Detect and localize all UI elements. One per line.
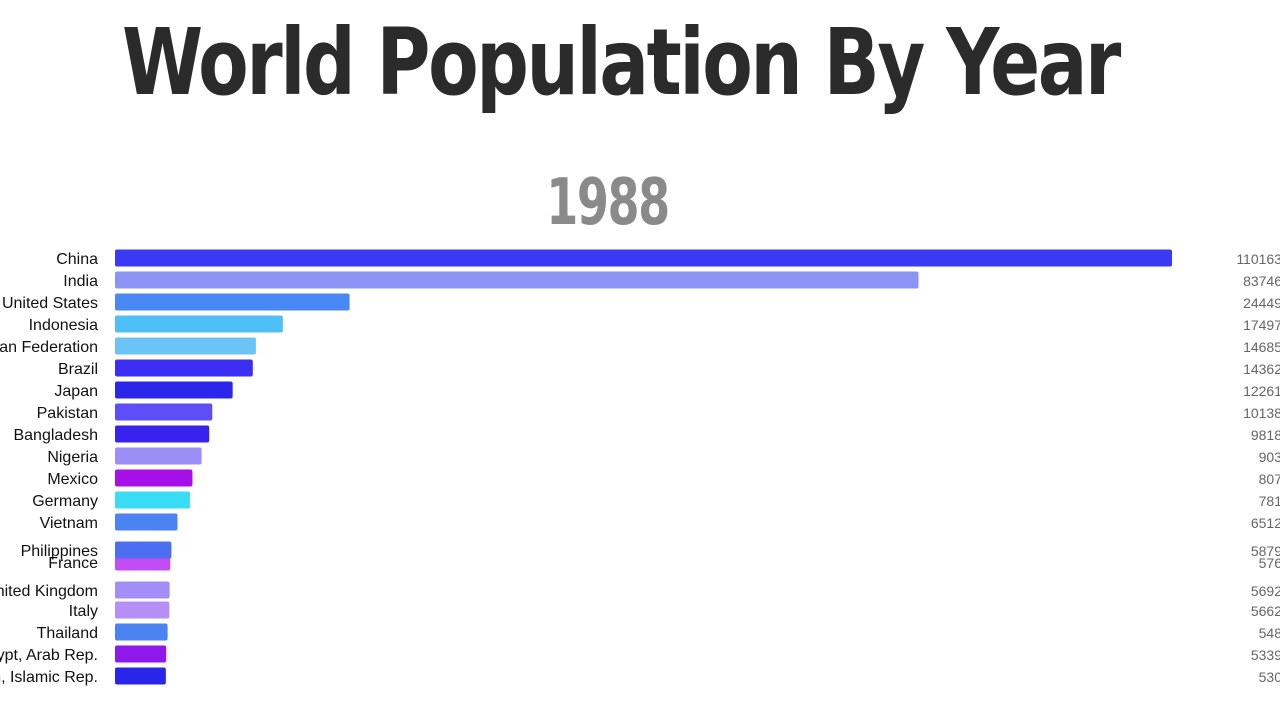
bar-russian-federation bbox=[115, 337, 256, 355]
country-label: United States bbox=[2, 295, 98, 312]
country-label: United Kingdom bbox=[0, 583, 98, 600]
country-label: Italy bbox=[69, 603, 98, 620]
value-label: 10138 bbox=[1243, 405, 1280, 421]
value-label: 903 bbox=[1259, 449, 1280, 465]
value-label: 5662 bbox=[1251, 603, 1280, 619]
value-label: 24449 bbox=[1243, 295, 1280, 311]
country-label: China bbox=[56, 251, 98, 268]
bar-brazil bbox=[115, 359, 253, 377]
country-label: Indonesia bbox=[29, 317, 98, 334]
value-label: 5879 bbox=[1251, 543, 1280, 559]
country-label: Bangladesh bbox=[13, 427, 98, 444]
bar-india bbox=[115, 271, 919, 289]
bar-vietnam bbox=[115, 513, 178, 531]
country-label: Mexico bbox=[47, 471, 98, 488]
bar-indonesia bbox=[115, 315, 283, 333]
bar-pakistan bbox=[115, 403, 213, 421]
value-label: 576 bbox=[1259, 555, 1280, 571]
value-label: 14685 bbox=[1243, 339, 1280, 355]
country-label: Germany bbox=[32, 493, 98, 510]
bar-iran-islamic-rep- bbox=[115, 667, 166, 685]
value-label: 83746 bbox=[1243, 273, 1280, 289]
value-label: 781 bbox=[1259, 493, 1280, 509]
bar-italy bbox=[115, 601, 170, 619]
value-label: 5692 bbox=[1251, 583, 1280, 599]
country-label: India bbox=[63, 273, 98, 290]
country-label: France bbox=[48, 555, 98, 572]
bar-mexico bbox=[115, 469, 193, 487]
country-label: Thailand bbox=[37, 625, 98, 642]
value-label: 6512 bbox=[1251, 515, 1280, 531]
value-label: 807 bbox=[1259, 471, 1280, 487]
value-label: 14362 bbox=[1243, 361, 1280, 377]
year-label: 1988 bbox=[546, 166, 670, 240]
value-label: 17497 bbox=[1243, 317, 1280, 333]
bar-egypt-arab-rep- bbox=[115, 645, 167, 663]
bar-nigeria bbox=[115, 447, 202, 465]
bar-philippines bbox=[115, 541, 172, 559]
country-label: Russian Federation bbox=[0, 339, 98, 356]
country-label: Nigeria bbox=[47, 449, 98, 466]
bar-japan bbox=[115, 381, 233, 399]
value-label: 9818 bbox=[1251, 427, 1280, 443]
country-label: Vietnam bbox=[40, 515, 98, 532]
country-label: Iran, Islamic Rep. bbox=[0, 669, 98, 686]
bar-china bbox=[115, 249, 1172, 267]
value-label: 12261 bbox=[1243, 383, 1280, 399]
country-label: Brazil bbox=[58, 361, 98, 378]
country-label: Philippines bbox=[21, 543, 98, 560]
country-label: Japan bbox=[54, 383, 98, 400]
country-label: Pakistan bbox=[37, 405, 98, 422]
value-label: 530 bbox=[1259, 669, 1280, 685]
chart-title: World Population By Year bbox=[122, 9, 1121, 116]
bar-bangladesh bbox=[115, 425, 210, 443]
bar-united-states bbox=[115, 293, 350, 311]
value-label: 548 bbox=[1259, 625, 1280, 641]
bar-thailand bbox=[115, 623, 168, 641]
country-label: Egypt, Arab Rep. bbox=[0, 647, 98, 664]
bar-united-kingdom bbox=[115, 581, 170, 599]
value-label: 110163 bbox=[1236, 251, 1280, 267]
value-label: 5339 bbox=[1251, 647, 1280, 663]
bar-germany bbox=[115, 491, 190, 509]
